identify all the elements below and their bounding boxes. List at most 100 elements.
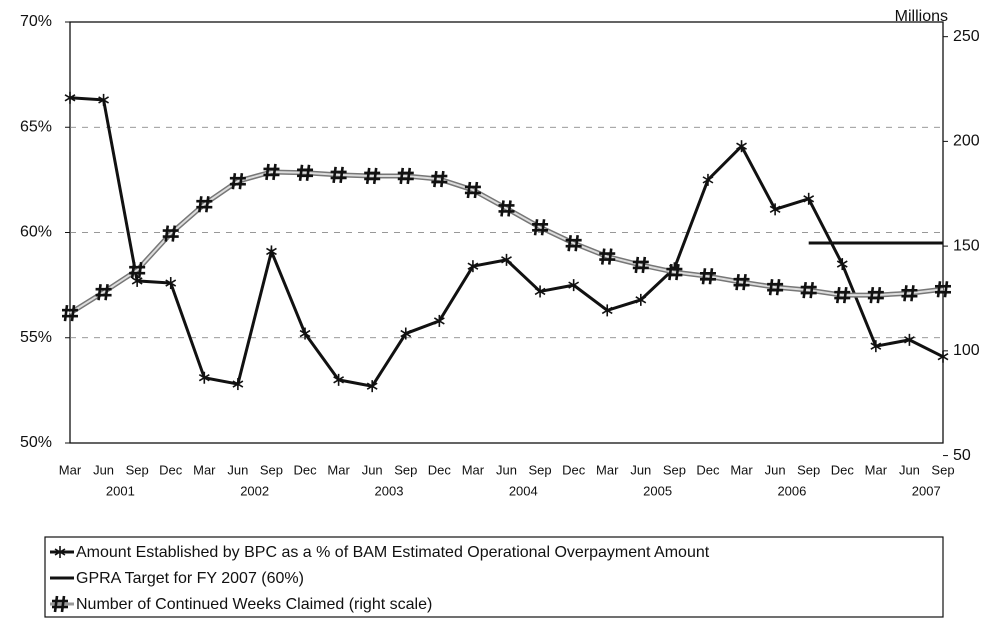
point: [64, 91, 76, 104]
legend-label: Amount Established by BPC as a % of BAM …: [76, 544, 710, 561]
marker-stroke: [64, 94, 76, 102]
marker-stroke: [231, 173, 237, 190]
marker-stroke: [668, 263, 673, 281]
point: [95, 284, 112, 301]
x-tick-label: Dec: [293, 462, 317, 477]
x-tick-label: Dec: [428, 462, 452, 477]
x-tick-label: Jun: [899, 462, 920, 477]
point: [565, 235, 582, 252]
point: [131, 274, 143, 287]
marker-stroke: [130, 262, 136, 279]
marker-stroke: [675, 263, 680, 281]
marker-stroke: [406, 167, 412, 185]
marker-stroke: [534, 287, 546, 296]
marker-stroke: [298, 164, 304, 181]
point: [498, 200, 515, 217]
marker-stroke: [53, 595, 59, 613]
marker-stroke: [507, 200, 512, 217]
point: [870, 340, 882, 353]
marker-stroke: [501, 256, 512, 264]
y-tick-label: 55%: [20, 329, 52, 346]
marker-stroke: [769, 205, 781, 214]
marker-stroke: [836, 260, 848, 268]
x-tick-label: Sep: [260, 462, 283, 477]
point: [198, 371, 210, 384]
year-label: 2005: [643, 483, 672, 498]
marker-stroke: [641, 256, 647, 274]
point: [297, 164, 314, 181]
point: [366, 380, 378, 393]
point: [935, 281, 951, 298]
point: [800, 281, 817, 299]
x-tick-label: Sep: [126, 462, 149, 477]
point: [330, 166, 347, 184]
point: [601, 304, 613, 317]
point: [431, 170, 448, 188]
x-tick-label: Sep: [797, 462, 820, 477]
point: [129, 262, 146, 279]
marker-stroke: [936, 281, 942, 298]
x-tick-label: Jun: [362, 462, 383, 477]
year-label: 2002: [240, 483, 269, 498]
x-tick-label: Mar: [59, 462, 82, 477]
point: [599, 248, 616, 265]
marker-stroke: [567, 235, 572, 252]
x-tick-label: Sep: [931, 462, 954, 477]
legend-entry: Number of Continued Weeks Claimed (right…: [50, 595, 432, 613]
marker-stroke: [137, 262, 143, 279]
y-tick-label: 65%: [20, 118, 52, 135]
point: [702, 173, 714, 186]
marker-stroke: [835, 286, 841, 304]
x-tick-label: Jun: [630, 462, 651, 477]
point: [901, 285, 918, 302]
point: [62, 304, 78, 322]
marker-stroke: [131, 277, 143, 285]
point: [632, 256, 649, 274]
x-tick-label: Mar: [730, 462, 753, 477]
x-tick-label: Mar: [193, 462, 216, 477]
marker-stroke: [540, 219, 546, 236]
y2-tick-label: 150: [953, 237, 980, 254]
marker-stroke: [171, 225, 177, 242]
point: [501, 253, 512, 266]
x-tick-label: Dec: [562, 462, 586, 477]
point: [699, 268, 716, 285]
marker-stroke: [937, 353, 949, 361]
marker-stroke: [372, 167, 378, 185]
marker-stroke: [272, 163, 277, 181]
y-tick-label: 60%: [20, 224, 52, 241]
x-tick-label: Sep: [394, 462, 417, 477]
point: [364, 167, 381, 185]
marker-stroke: [339, 166, 344, 184]
marker-stroke: [802, 281, 807, 299]
legend-label: Number of Continued Weeks Claimed (right…: [76, 596, 432, 613]
marker-stroke: [876, 286, 882, 304]
legend-entry: Amount Established by BPC as a % of BAM …: [50, 544, 710, 561]
point: [333, 373, 345, 386]
year-label: 2007: [912, 483, 941, 498]
x-tick-label: Dec: [159, 462, 183, 477]
series: [62, 163, 951, 322]
marker-stroke: [775, 279, 781, 296]
marker-stroke: [809, 281, 814, 299]
point: [162, 225, 179, 242]
marker-stroke: [910, 285, 915, 302]
marker-stroke: [433, 317, 445, 325]
marker-stroke: [164, 225, 170, 242]
marker-stroke: [842, 286, 848, 304]
point: [733, 273, 750, 291]
y2-tick-label: 50: [953, 447, 971, 464]
marker-stroke: [708, 268, 714, 285]
marker-stroke: [467, 262, 479, 270]
marker-stroke: [63, 304, 69, 322]
marker-stroke: [635, 296, 647, 304]
x-tick-label: Jun: [496, 462, 517, 477]
y-tick-label: 70%: [20, 13, 52, 30]
point: [867, 286, 884, 304]
marker-stroke: [400, 329, 412, 338]
y-tick-label: 50%: [20, 434, 52, 451]
marker-stroke: [742, 273, 747, 291]
marker-stroke: [165, 279, 177, 287]
x-tick-label: Mar: [596, 462, 619, 477]
marker-stroke: [803, 195, 815, 203]
